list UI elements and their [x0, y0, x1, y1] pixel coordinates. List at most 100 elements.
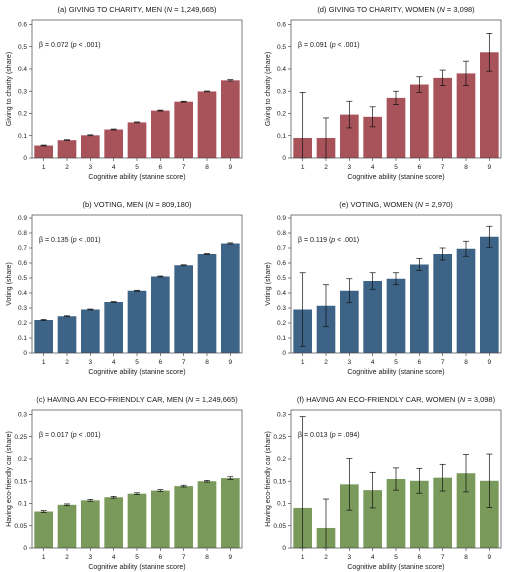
error-bar: [157, 109, 164, 112]
bar: [410, 480, 429, 548]
y-tick-label: 0.4: [277, 66, 286, 73]
annotation-part: p: [331, 432, 336, 439]
x-tick-label: 8: [205, 554, 209, 561]
error-bar: [204, 479, 210, 483]
bar: [456, 473, 476, 548]
x-tick-label: 8: [205, 164, 209, 171]
chart-title-part: N: [460, 395, 466, 404]
chart-panel-6: (f) HAVING AN ECO-FRIENDLY CAR, WOMEN (N…: [265, 395, 502, 571]
x-tick-label: 1: [42, 359, 46, 366]
x-tick-label: 9: [488, 554, 492, 561]
error-bar: [134, 121, 140, 124]
y-tick-label: 0.2: [18, 111, 27, 118]
chart-title-part: (c): [36, 395, 47, 404]
y-tick-label: 0: [282, 155, 286, 162]
bar: [386, 479, 406, 548]
plot-frame: [290, 19, 502, 159]
bar: [57, 316, 77, 353]
x-tick-label: 1: [301, 554, 305, 561]
error-bar: [64, 315, 70, 318]
x-tick-label: 5: [394, 359, 398, 366]
x-tick-label: 7: [182, 554, 186, 561]
chart-title-part: VOTING, MEN (: [94, 200, 149, 209]
annotation-part: < .001): [77, 237, 101, 244]
annotation-part: p: [72, 237, 77, 244]
x-tick-label: 4: [371, 164, 375, 171]
x-tick-label: 3: [89, 359, 93, 366]
annotation-part: < .001): [77, 432, 101, 439]
bar: [221, 80, 240, 158]
beta-annotation: β = 0.072 (p < .001): [39, 42, 101, 49]
error-bar: [110, 496, 117, 499]
bar: [221, 478, 240, 548]
y-tick-label: 0: [23, 545, 27, 552]
x-tick-label: 4: [112, 554, 116, 561]
bar: [81, 135, 100, 158]
y-tick-label: 0.3: [18, 412, 27, 419]
chart-title-part: = 3,098): [465, 395, 495, 404]
x-tick-label: 8: [464, 164, 468, 171]
x-tick-label: 5: [135, 164, 139, 171]
y-tick-label: 0.15: [273, 478, 286, 485]
y-tick-label: 0.1: [18, 335, 27, 342]
chart-title-part: N: [439, 5, 445, 14]
x-axis-label: Cognitive ability (stanine score): [88, 174, 185, 181]
x-tick-label: 7: [182, 164, 186, 171]
x-tick-label: 6: [418, 554, 422, 561]
x-tick-label: 5: [135, 359, 139, 366]
y-tick-label: 0.8: [18, 230, 27, 237]
y-tick-label: 0.1: [277, 501, 286, 508]
chart-title-part: (f): [297, 395, 306, 404]
error-bar: [134, 492, 140, 495]
x-tick-label: 1: [301, 359, 305, 366]
x-tick-label: 8: [464, 359, 468, 366]
x-tick-label: 2: [324, 164, 328, 171]
y-tick-label: 0.15: [14, 478, 27, 485]
chart-title-part: HAVING AN ECO-FRIENDLY CAR, MEN (: [47, 395, 188, 404]
bar: [386, 97, 406, 158]
y-tick-label: 0.25: [273, 434, 286, 441]
x-tick-label: 1: [42, 164, 46, 171]
x-tick-label: 1: [42, 554, 46, 561]
bar: [197, 481, 217, 548]
annotation-part: < .001): [336, 42, 360, 49]
error-bar: [393, 90, 399, 105]
bar: [81, 500, 100, 548]
chart-title-part: N: [188, 395, 194, 404]
error-bar: [204, 90, 210, 93]
y-axis-label: Giving to charity (share): [6, 52, 13, 126]
y-tick-label: 0.25: [14, 434, 27, 441]
annotation-part: β = 0.091 (: [298, 42, 332, 49]
error-bar: [227, 476, 234, 480]
error-bar: [463, 454, 469, 493]
annotation-part: p: [331, 42, 336, 49]
error-bar: [439, 69, 446, 87]
y-tick-label: 0.9: [277, 215, 286, 222]
chart-panel-1: (a) GIVING TO CHARITY, MEN (N = 1,249,66…: [6, 5, 243, 181]
y-tick-label: 0.3: [277, 305, 286, 312]
error-bar: [393, 467, 399, 491]
chart-title-part: (a): [57, 5, 68, 14]
y-tick-label: 0.9: [18, 215, 27, 222]
y-tick-label: 0.7: [18, 245, 27, 252]
y-tick-label: 0.4: [277, 290, 286, 297]
error-bar: [439, 463, 446, 492]
error-bar: [64, 503, 70, 507]
y-tick-label: 0: [282, 350, 286, 357]
y-tick-label: 0.3: [277, 88, 286, 95]
x-tick-label: 3: [348, 359, 352, 366]
y-tick-label: 0.1: [18, 133, 27, 140]
x-axis-label: Cognitive ability (stanine score): [347, 564, 444, 571]
y-axis-label: Voting (share): [6, 262, 13, 306]
bar: [127, 290, 147, 353]
annotation-part: p: [72, 432, 77, 439]
x-tick-label: 6: [159, 554, 163, 561]
error-bar: [346, 100, 353, 129]
bar: [174, 486, 193, 548]
bar: [197, 254, 217, 353]
annotation-part: β = 0.135 (: [39, 237, 73, 244]
error-bar: [369, 106, 376, 128]
y-axis-label: Having eco-friendly car (share): [265, 431, 272, 527]
bar: [340, 484, 359, 548]
bar: [174, 265, 193, 353]
